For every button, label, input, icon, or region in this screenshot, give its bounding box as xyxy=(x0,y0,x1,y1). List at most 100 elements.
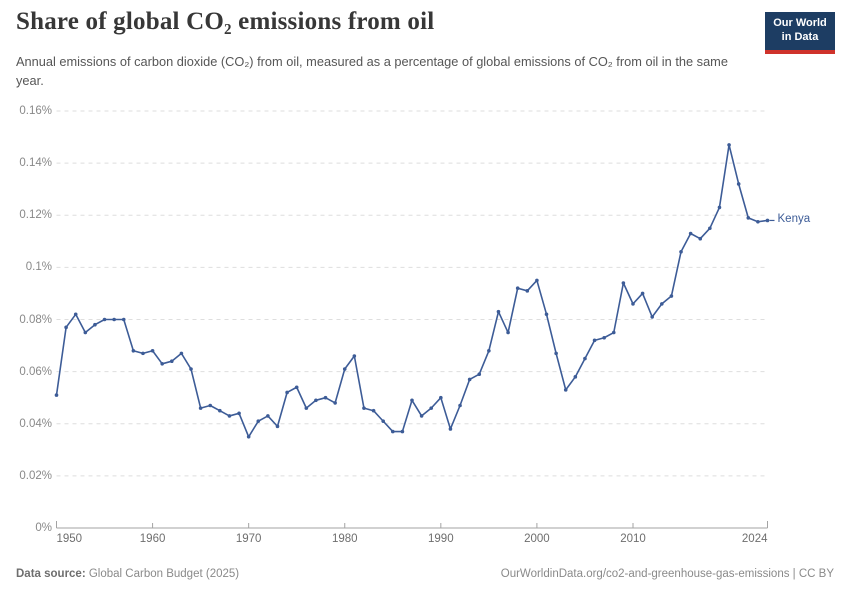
data-point xyxy=(294,385,299,390)
data-point xyxy=(525,289,530,293)
data-point xyxy=(323,395,328,400)
data-point xyxy=(515,286,520,291)
data-point xyxy=(756,219,760,224)
x-axis-label: 1990 xyxy=(428,533,454,545)
data-point xyxy=(150,348,155,353)
data-point xyxy=(573,375,578,379)
x-axis-label: 1980 xyxy=(331,533,358,545)
y-axis-label: 0.02% xyxy=(19,469,52,482)
data-point xyxy=(218,408,222,413)
data-point xyxy=(73,312,78,317)
data-point xyxy=(227,414,232,418)
data-point xyxy=(371,408,376,413)
data-point xyxy=(237,411,241,416)
data-point xyxy=(611,330,616,335)
data-point xyxy=(496,309,501,314)
data-point xyxy=(765,218,770,223)
y-axis-label: 0.16% xyxy=(19,105,52,117)
owid-logo-line1: Our World xyxy=(773,17,827,29)
data-point xyxy=(487,348,491,353)
data-point xyxy=(333,401,337,405)
data-point xyxy=(112,317,116,322)
data-point xyxy=(198,406,203,410)
data-point xyxy=(131,348,136,353)
data-point xyxy=(390,429,395,434)
data-point xyxy=(698,236,703,241)
x-axis-label: 2010 xyxy=(620,533,646,545)
data-point xyxy=(583,356,587,361)
y-axis-label: 0.14% xyxy=(19,157,52,170)
data-point xyxy=(467,377,472,382)
x-axis-label: 1960 xyxy=(139,533,166,545)
data-point xyxy=(275,424,280,429)
data-point xyxy=(660,302,664,306)
data-point xyxy=(189,367,193,371)
data-source-label: Data source: xyxy=(16,568,86,580)
data-point xyxy=(93,322,97,327)
data-point xyxy=(304,406,309,410)
x-axis-label: 1970 xyxy=(235,533,262,545)
data-point xyxy=(535,278,539,283)
data-point xyxy=(621,281,626,285)
data-point xyxy=(669,294,674,298)
data-point xyxy=(362,406,366,410)
data-point xyxy=(708,226,712,231)
data-point xyxy=(602,335,606,340)
y-axis-label: 0.06% xyxy=(19,365,52,378)
data-point xyxy=(727,143,731,147)
data-point xyxy=(169,359,174,364)
data-point xyxy=(64,325,68,330)
data-point xyxy=(640,291,645,296)
data-point xyxy=(121,317,126,322)
x-axis-label: 2000 xyxy=(524,533,550,545)
y-axis-label: 0% xyxy=(35,522,52,534)
data-source-note: Data source: Global Carbon Budget (2025) xyxy=(16,568,239,580)
data-source-text: Global Carbon Budget (2025) xyxy=(85,568,240,580)
kenya-line xyxy=(55,144,768,438)
series-label-kenya: Kenya xyxy=(777,213,811,226)
chart-title: Share of global CO₂ emissions from oil xyxy=(16,8,435,35)
data-point xyxy=(544,312,549,317)
data-point xyxy=(179,351,184,356)
data-point xyxy=(342,367,347,371)
data-point xyxy=(477,372,482,377)
data-point xyxy=(352,354,357,358)
data-point xyxy=(736,182,741,186)
data-point xyxy=(54,393,59,397)
owid-logo-line2: in Data xyxy=(781,31,819,44)
x-axis-label: 1950 xyxy=(56,533,83,545)
data-point xyxy=(256,419,261,423)
data-point xyxy=(631,302,635,306)
license-note: OurWorldinData.org/co2-and-greenhouse-ga… xyxy=(500,568,834,580)
data-point xyxy=(83,330,88,335)
data-point xyxy=(208,403,213,408)
owid-logo: Our World in Data xyxy=(765,12,835,54)
data-point xyxy=(746,216,751,220)
data-point xyxy=(688,231,693,236)
data-point xyxy=(419,414,424,418)
chart-subtitle: Annual emissions of carbon dioxide (CO₂)… xyxy=(16,54,728,89)
y-axis-label: 0.04% xyxy=(19,417,52,430)
y-axis-label: 0.1% xyxy=(25,261,52,274)
data-point xyxy=(285,390,289,395)
data-point xyxy=(314,398,318,403)
y-axis-label: 0.12% xyxy=(19,209,52,222)
data-point xyxy=(439,395,443,400)
data-point xyxy=(246,434,251,439)
data-point xyxy=(563,388,568,392)
data-point xyxy=(400,429,405,434)
data-point xyxy=(679,249,683,254)
data-point xyxy=(554,351,558,356)
x-axis-label: 2024 xyxy=(741,533,768,545)
data-point xyxy=(160,362,164,366)
data-point xyxy=(429,406,434,410)
data-point xyxy=(141,351,145,356)
data-point xyxy=(102,317,107,322)
data-point xyxy=(506,330,510,335)
data-point xyxy=(410,398,414,403)
data-point xyxy=(592,338,597,343)
data-point xyxy=(381,419,385,423)
